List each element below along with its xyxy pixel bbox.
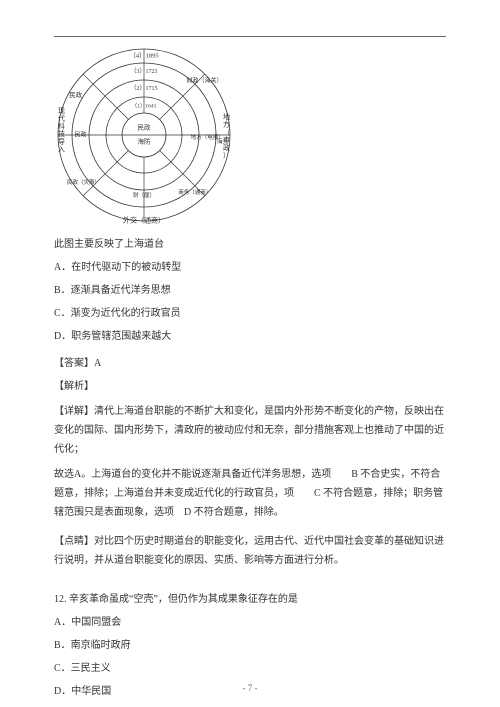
q11-option-a: A．在时代驱动下的被动转型: [54, 258, 446, 277]
svg-text:（1）1641: （1）1641: [132, 102, 157, 109]
svg-text:民政: 民政: [69, 90, 83, 99]
svg-text:地方（市政）: 地方（市政）: [223, 112, 230, 160]
svg-text:民政（灾赈）: 民政（灾赈）: [67, 178, 100, 186]
svg-text:（2）1715: （2）1715: [130, 85, 157, 92]
svg-text:（4）1895: （4）1895: [129, 51, 158, 59]
svg-text:财政（海关）: 财政（海关）: [187, 77, 223, 85]
q11-option-d: D．职务管辖范围越来越大: [54, 327, 446, 346]
q11-answer: 【答案】A: [54, 354, 446, 373]
q11-analysis-exclude: 故选A。上海道台的变化并不能说逐渐具备近代洋务思想，选项 B 不合史实，不符合题…: [54, 465, 446, 522]
svg-text:财（厘）: 财（厘）: [133, 191, 155, 199]
svg-text:现代科技导入: 现代科技导入: [58, 107, 65, 154]
q11-analysis-detail: 【详解】清代上海道台职能的不断扩大和变化，是国内外形势不断变化的产物，反映出在变…: [54, 402, 446, 459]
svg-text:（3）1723: （3）1723: [130, 68, 157, 75]
svg-text:外交（通商）: 外交（通商）: [123, 216, 165, 225]
top-rule: [54, 36, 446, 37]
q11-analysis-title: 【解析】: [54, 377, 446, 396]
page-number: - 7 -: [0, 683, 500, 693]
q11-option-b: B．逐渐具备近代洋务思想: [54, 281, 446, 300]
svg-text:民政: 民政: [138, 122, 152, 131]
svg-text:民政: 民政: [74, 130, 86, 138]
svg-text:海防: 海防: [138, 136, 152, 145]
q12-option-b: B．南京临时政府: [54, 636, 446, 655]
q11-stem: 此图主要反映了上海道台: [54, 235, 446, 254]
q12-option-a: A．中国同盟会: [54, 613, 446, 632]
q12-stem: 12. 辛亥革命虽成“空壳”，但仍作为其成果象征存在的是: [54, 590, 446, 609]
q11-option-c: C．渐变为近代化的行政官员: [54, 304, 446, 323]
q12-option-c: C．三民主义: [54, 659, 446, 678]
shanghai-daotai-diagram: （4）1895 （3）1723 （2）1715 （1）1641 民政海防 民政 财政（海关）…: [54, 45, 234, 225]
svg-text:商务（通商）: 商务（通商）: [178, 188, 211, 196]
q11-tip: 【点睛】对比四个历史时期道台的职能变化，运用古代、近代中国社会变革的基础知识进行…: [54, 532, 446, 570]
